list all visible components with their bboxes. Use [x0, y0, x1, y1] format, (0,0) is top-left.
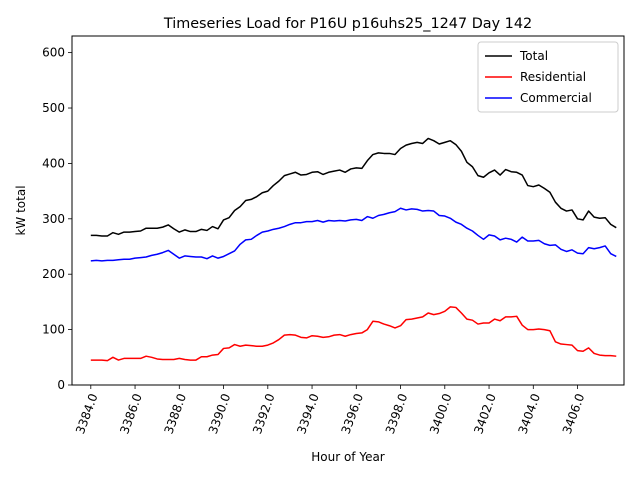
legend-label-residential: Residential — [520, 70, 586, 84]
x-axis-label: Hour of Year — [311, 450, 385, 464]
y-tick-label: 100 — [42, 323, 65, 337]
legend-label-commercial: Commercial — [520, 91, 592, 105]
y-tick-label: 400 — [42, 156, 65, 170]
legend-label-total: Total — [519, 49, 548, 63]
y-tick-label: 200 — [42, 267, 65, 281]
plot-frame — [71, 35, 625, 386]
series-line-residential — [90, 306, 617, 362]
chart-title: Timeseries Load for P16U p16uhs25_1247 D… — [163, 16, 532, 32]
y-tick-label: 600 — [42, 46, 65, 60]
series-layer — [90, 137, 617, 362]
series-line-total — [90, 137, 617, 237]
y-axis: 0 100 200 300 400 500 600 — [42, 46, 72, 392]
legend: Total Residential Commercial — [477, 41, 619, 113]
y-tick-label: 0 — [57, 378, 65, 392]
y-tick-label: 300 — [42, 212, 65, 226]
y-tick-label: 500 — [42, 101, 65, 115]
legend-box — [477, 41, 619, 113]
y-axis-label: kW total — [14, 185, 28, 235]
series-line-commercial — [90, 207, 617, 262]
